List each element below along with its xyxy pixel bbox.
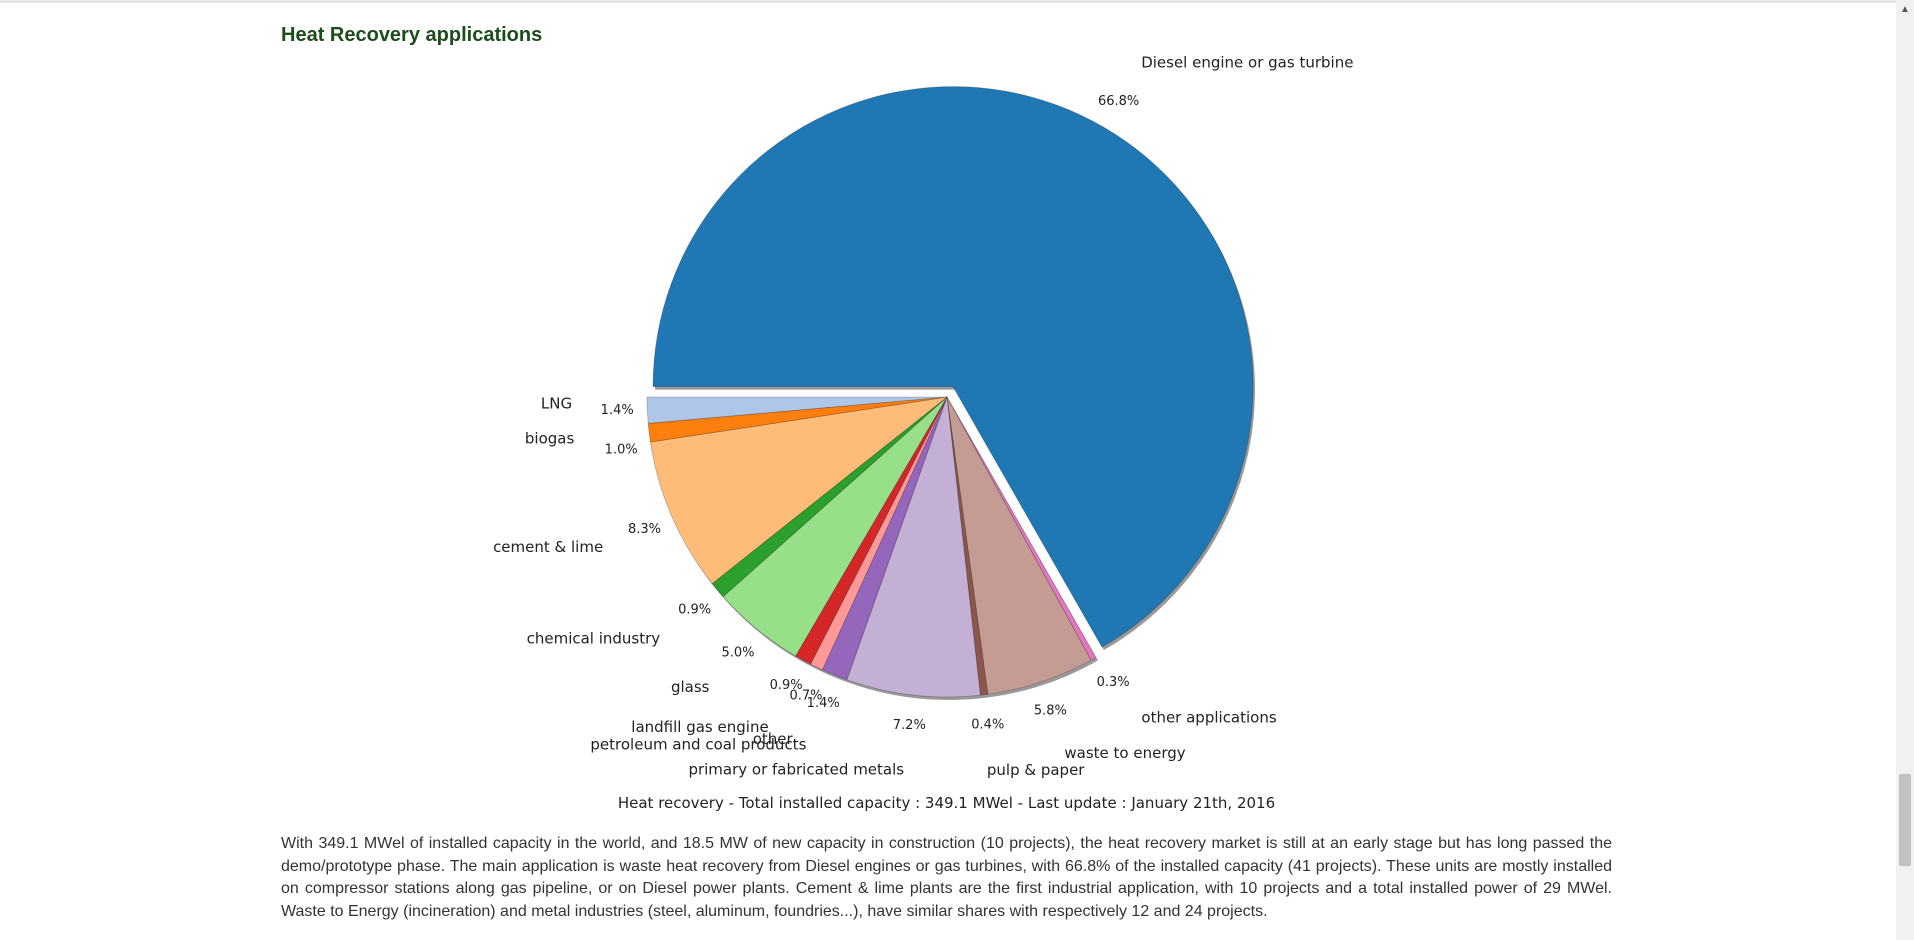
pie-slice-other — [809, 396, 948, 671]
pie-category-label: chemical industry — [527, 630, 661, 648]
pie-slice-diesel-engine-or-gas-turbine — [652, 86, 1254, 648]
page-title: Heat Recovery applications — [281, 24, 543, 46]
pie-pct-label: 1.4% — [601, 403, 634, 418]
pie-pct-label: 1.0% — [605, 442, 638, 457]
pie-pct-label: 0.9% — [770, 678, 803, 693]
pie-category-label: other applications — [1141, 709, 1276, 727]
pie-category-label: petroleum and coal products — [590, 736, 806, 754]
pie-category-label: cement & lime — [493, 538, 603, 556]
description-paragraph: With 349.1 MWel of installed capacity in… — [281, 835, 1612, 920]
vertical-scrollbar[interactable]: ▲ — [1896, 0, 1914, 940]
scroll-thumb[interactable] — [1899, 774, 1911, 866]
pie-category-label: LNG — [541, 395, 572, 413]
scroll-up-arrow-icon[interactable]: ▲ — [1900, 4, 1910, 15]
pie-slice-primary-or-fabricated-metals — [846, 396, 981, 698]
pie-slice-pulp-and-paper — [946, 396, 989, 696]
pie-category-label: other — [753, 730, 794, 748]
pie-slice-lng — [646, 396, 948, 424]
pie-category-label: glass — [671, 678, 710, 696]
chart-caption: Heat recovery - Total installed capacity… — [617, 794, 1276, 812]
pie-pct-label: 66.8% — [1098, 94, 1139, 109]
pie-pct-label: 5.8% — [1034, 703, 1067, 718]
pie-slice-cement-and-lime — [649, 396, 949, 585]
pie-category-label: primary or fabricated metals — [688, 761, 904, 779]
pie-slice-glass — [722, 396, 948, 657]
pie-slice-biogas — [647, 396, 948, 443]
pie-slice-chemical-industry — [711, 396, 948, 598]
pie-slice-landfill-gas-engine — [795, 396, 948, 665]
pie-slice-petroleum-and-coal-products — [821, 396, 948, 681]
pie-category-label: pulp & paper — [987, 761, 1085, 779]
pie-pct-label: 0.4% — [971, 718, 1004, 733]
pie-slice-other-applications — [946, 396, 1097, 661]
pie-chart: 66.8% Diesel engine or gas turbine 0.3% oth… — [493, 53, 1353, 779]
pie-slice-waste-to-energy — [946, 396, 1092, 695]
pie-category-label: landfill gas engine — [631, 718, 768, 736]
top-border — [0, 0, 1896, 3]
pie-pct-label: 8.3% — [628, 522, 661, 537]
pie-pct-label: 1.4% — [807, 696, 840, 711]
pie-pct-label: 7.2% — [893, 718, 926, 733]
pie-pct-label: 5.0% — [721, 645, 754, 660]
pie-category-label: Diesel engine or gas turbine — [1141, 53, 1353, 71]
pie-pct-label: 0.9% — [678, 603, 711, 618]
pie-category-label: waste to energy — [1064, 744, 1185, 762]
pie-pct-label: 0.3% — [1097, 675, 1130, 690]
pie-category-label: biogas — [525, 429, 575, 447]
pie-pct-label: 0.7% — [789, 688, 822, 703]
